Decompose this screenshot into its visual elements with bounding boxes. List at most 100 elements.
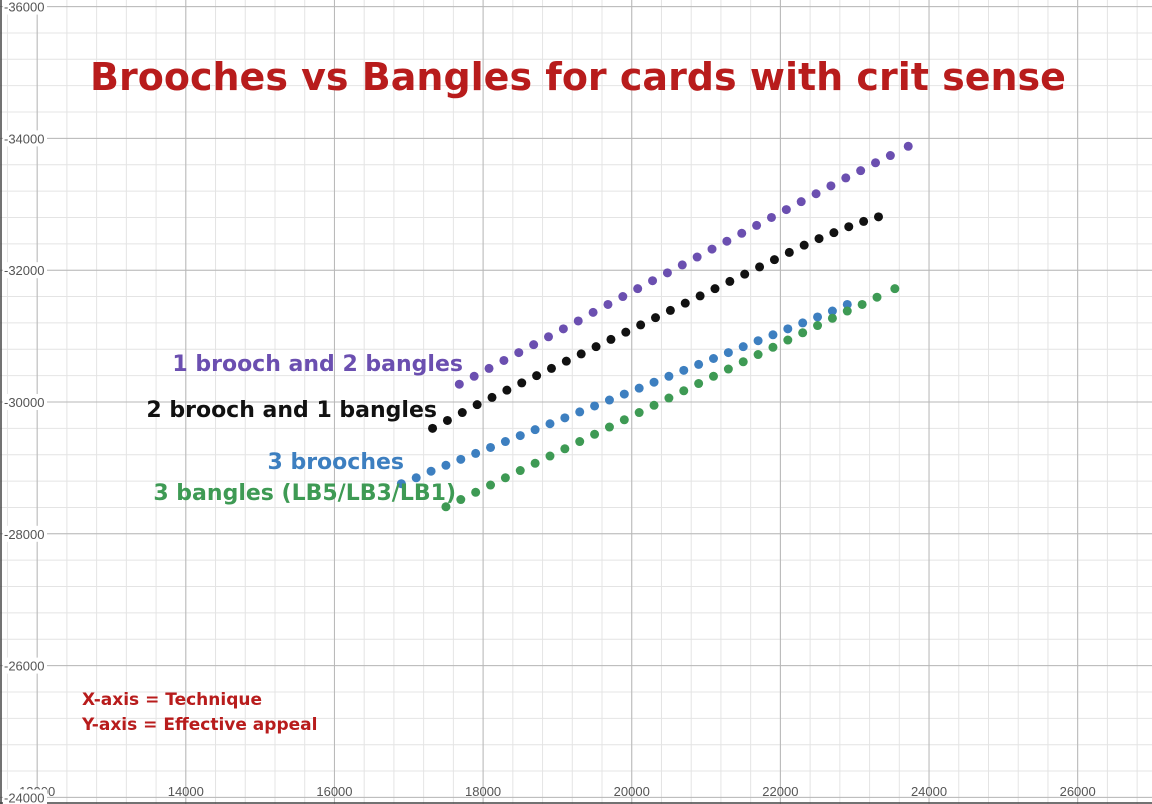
data-point (502, 385, 512, 395)
data-point (707, 244, 717, 254)
data-point (722, 236, 732, 246)
data-point (740, 269, 750, 279)
data-point (648, 276, 658, 286)
data-point (575, 437, 585, 447)
data-point (472, 400, 482, 410)
data-point (798, 328, 808, 338)
data-point (755, 262, 765, 272)
data-point (723, 348, 733, 358)
data-point (500, 437, 510, 447)
data-point (844, 222, 854, 232)
data-point (469, 371, 479, 381)
data-point (517, 378, 527, 388)
x-tick-label: 24000 (911, 784, 947, 799)
data-point (471, 448, 481, 458)
x-axis-note: X-axis = Technique (82, 690, 262, 710)
data-point (662, 268, 672, 278)
data-point (604, 422, 614, 432)
x-tick-label: 18000 (465, 784, 501, 799)
data-point (619, 389, 629, 399)
data-point (664, 371, 674, 381)
y-axis-note: Y-axis = Effective appeal (81, 715, 317, 735)
data-point (515, 466, 525, 476)
data-point (871, 158, 881, 168)
series-points (396, 299, 852, 489)
data-point (651, 313, 661, 323)
data-point (590, 429, 600, 439)
data-point (530, 458, 540, 468)
data-point (753, 336, 763, 346)
data-point (664, 393, 674, 403)
y-tick-label: -28000 (4, 527, 44, 542)
data-point (486, 442, 496, 452)
data-point (752, 220, 762, 230)
y-tick-label: -36000 (4, 0, 44, 15)
x-tick-labels: 1200014000160001800020000220002400026000 (19, 784, 1096, 799)
data-point (545, 419, 555, 429)
data-point (827, 306, 837, 316)
data-point (708, 354, 718, 364)
data-point (694, 379, 704, 389)
data-point (486, 480, 496, 490)
series-points (441, 284, 900, 512)
data-point (529, 340, 539, 350)
y-tick-label: -30000 (4, 395, 44, 410)
y-tick-label: -24000 (4, 790, 44, 804)
data-point (738, 357, 748, 367)
data-point (829, 228, 839, 238)
data-point (649, 400, 659, 410)
data-point (546, 363, 556, 373)
data-point (813, 312, 823, 322)
data-point (442, 415, 452, 425)
series-points (428, 212, 883, 433)
data-point (781, 205, 791, 215)
data-point (796, 197, 806, 207)
data-point (769, 255, 779, 265)
data-point (872, 292, 882, 302)
data-point (783, 324, 793, 334)
data-point (753, 350, 763, 360)
data-point (841, 173, 851, 183)
data-point (679, 365, 689, 375)
y-tick-label-background (3, 262, 47, 279)
x-tick-label: 26000 (1060, 784, 1096, 799)
data-point (591, 342, 601, 352)
data-point (856, 166, 866, 176)
data-point (500, 473, 510, 483)
data-point (783, 335, 793, 345)
data-point (561, 356, 571, 366)
y-tick-label-background (3, 394, 47, 410)
data-point (885, 151, 895, 161)
data-point (723, 364, 733, 374)
data-point (484, 363, 494, 373)
data-point (677, 260, 687, 270)
data-point (603, 299, 613, 309)
data-point (530, 425, 540, 435)
data-point (604, 395, 614, 405)
y-tick-label-background (3, 789, 47, 804)
chart-title: Brooches vs Bangles for cards with crit … (90, 55, 1066, 99)
data-point (456, 454, 466, 464)
data-points (396, 141, 913, 512)
series-label-1-brooch-2-bangles: 1 brooch and 2 bangles (172, 352, 463, 377)
data-point (575, 407, 585, 417)
data-point (634, 408, 644, 418)
data-point (857, 299, 867, 309)
y-tick-label: -26000 (4, 659, 44, 674)
data-point (798, 318, 808, 328)
data-point (725, 276, 735, 286)
y-tick-label-background (3, 525, 47, 542)
data-point (649, 377, 659, 387)
data-point (454, 379, 464, 389)
data-point (768, 330, 778, 340)
data-point (426, 466, 436, 476)
data-point (499, 355, 509, 365)
data-point (457, 408, 467, 418)
data-point (768, 342, 778, 352)
data-point (573, 316, 583, 326)
x-tick-label: 20000 (614, 784, 650, 799)
data-point (411, 473, 421, 483)
data-point (813, 321, 823, 331)
data-point (428, 423, 438, 433)
